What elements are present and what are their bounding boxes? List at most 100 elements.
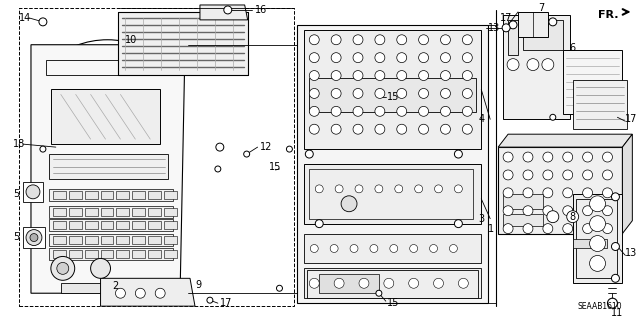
Circle shape — [507, 59, 519, 70]
Circle shape — [440, 53, 451, 63]
Bar — [148, 235, 161, 243]
Circle shape — [316, 185, 323, 193]
Circle shape — [611, 193, 620, 201]
Circle shape — [397, 124, 406, 134]
Circle shape — [563, 224, 573, 234]
Circle shape — [611, 274, 620, 282]
Bar — [164, 235, 177, 243]
Circle shape — [440, 35, 451, 45]
Circle shape — [375, 70, 385, 80]
Circle shape — [287, 146, 292, 152]
Circle shape — [353, 106, 363, 116]
Circle shape — [523, 188, 533, 198]
Circle shape — [509, 21, 517, 29]
Bar — [49, 249, 173, 260]
Polygon shape — [319, 274, 379, 293]
Text: 5: 5 — [13, 189, 19, 199]
Bar — [148, 191, 161, 199]
Circle shape — [589, 256, 605, 271]
Circle shape — [305, 150, 313, 158]
Polygon shape — [503, 15, 570, 119]
Polygon shape — [298, 25, 488, 303]
Circle shape — [276, 285, 282, 291]
Bar — [309, 78, 476, 112]
Circle shape — [331, 124, 341, 134]
Circle shape — [115, 288, 125, 298]
Text: 16: 16 — [255, 5, 267, 15]
Circle shape — [316, 220, 323, 228]
Circle shape — [563, 170, 573, 180]
Bar — [51, 89, 160, 144]
Bar — [19, 8, 294, 306]
Circle shape — [503, 224, 513, 234]
Text: 13: 13 — [625, 249, 637, 258]
Bar — [100, 191, 113, 199]
Circle shape — [397, 35, 406, 45]
Bar — [68, 221, 82, 229]
Bar — [116, 221, 129, 229]
Circle shape — [353, 53, 363, 63]
Polygon shape — [307, 271, 478, 298]
Polygon shape — [31, 45, 185, 293]
Bar — [100, 235, 113, 243]
Circle shape — [375, 124, 385, 134]
Bar — [68, 235, 82, 243]
Bar — [132, 208, 145, 216]
Bar — [68, 250, 82, 258]
Circle shape — [602, 224, 612, 234]
Circle shape — [563, 206, 573, 216]
Polygon shape — [622, 134, 632, 234]
Text: 2: 2 — [113, 281, 119, 291]
Text: 17: 17 — [625, 114, 637, 124]
Circle shape — [419, 35, 429, 45]
Circle shape — [376, 290, 382, 296]
Text: 15: 15 — [387, 298, 399, 308]
Bar — [305, 164, 481, 224]
Circle shape — [523, 170, 533, 180]
Circle shape — [390, 245, 397, 252]
Bar — [118, 12, 248, 75]
Circle shape — [458, 278, 468, 288]
Circle shape — [523, 206, 533, 216]
Circle shape — [589, 196, 605, 212]
Circle shape — [543, 206, 553, 216]
Circle shape — [26, 230, 42, 246]
Circle shape — [410, 245, 418, 252]
Circle shape — [502, 24, 510, 32]
Circle shape — [607, 298, 618, 308]
Circle shape — [503, 152, 513, 162]
Polygon shape — [118, 12, 248, 75]
Circle shape — [503, 188, 513, 198]
Bar — [164, 250, 177, 258]
Bar — [49, 189, 173, 201]
Circle shape — [395, 185, 403, 193]
Circle shape — [503, 170, 513, 180]
Circle shape — [375, 88, 385, 98]
Circle shape — [355, 185, 363, 193]
Circle shape — [550, 114, 556, 120]
Bar — [148, 250, 161, 258]
Circle shape — [350, 245, 358, 252]
Bar — [575, 199, 618, 278]
Bar — [23, 182, 43, 202]
Circle shape — [602, 152, 612, 162]
Circle shape — [567, 211, 579, 223]
Polygon shape — [523, 20, 563, 50]
Circle shape — [309, 70, 319, 80]
Circle shape — [331, 106, 341, 116]
Bar — [148, 208, 161, 216]
Polygon shape — [100, 278, 195, 306]
Circle shape — [582, 188, 593, 198]
Circle shape — [309, 53, 319, 63]
Text: 5: 5 — [13, 232, 19, 241]
Bar — [53, 235, 66, 243]
Circle shape — [462, 124, 472, 134]
Circle shape — [309, 88, 319, 98]
Circle shape — [543, 224, 553, 234]
Text: 15: 15 — [269, 162, 282, 172]
Bar — [49, 206, 173, 218]
Circle shape — [40, 146, 46, 152]
Text: 15: 15 — [387, 93, 399, 102]
Circle shape — [310, 245, 318, 252]
Polygon shape — [508, 20, 518, 55]
